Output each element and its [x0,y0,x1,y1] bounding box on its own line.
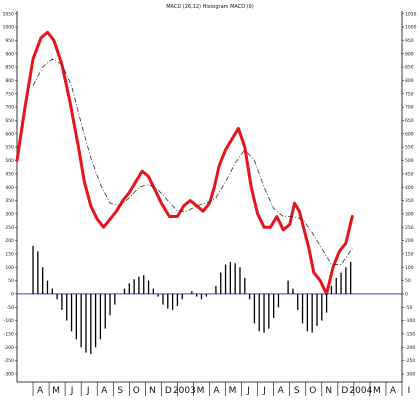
right-y-tick-label: 650 [405,118,414,124]
right-y-tick-label: 800 [405,78,414,84]
left-y-tick-label: 1000 [3,25,15,31]
right-y-tick-label: 400 [405,185,414,191]
x-tick-label: J [70,386,74,396]
x-tick-label: A [390,386,397,396]
right-y-tick-label: 550 [405,145,414,151]
right-y-tick-label: -200 [405,345,415,351]
x-tick-label: J [246,386,250,396]
left-y-tick-label: -200 [4,345,14,351]
x-tick-label: J [86,386,90,396]
left-y-tick-label: 600 [5,131,14,137]
left-y-tick-label: 550 [5,145,14,151]
right-y-tick-label: -150 [405,332,415,338]
left-y-tick-label: 500 [5,158,14,164]
plot-area [15,30,402,354]
x-tick-label: 2004 [349,386,372,396]
right-y-tick-label: 850 [405,65,414,71]
left-y-tick-label: 650 [5,118,14,124]
left-y-tick-label: 450 [5,171,14,177]
right-y-tick-label: 950 [405,38,414,44]
right-y-tick-label: 450 [405,171,414,177]
right-y-tick-label: 750 [405,91,414,97]
left-y-tick-label: 250 [5,225,14,231]
right-y-axis: 1050100095090085080075070065060055050045… [401,11,417,382]
right-y-tick-label: 700 [405,105,414,111]
left-y-tick-label: 950 [5,38,14,44]
right-y-tick-label: 200 [405,238,414,244]
x-tick-label: I [408,386,411,396]
left-y-tick-label: 750 [5,91,14,97]
x-tick-label: D [165,386,172,396]
right-y-tick-label: 50 [405,278,411,284]
right-y-tick-label: -50 [405,305,412,311]
x-tick-label: A [101,386,108,396]
x-tick-label: A [278,386,285,396]
right-y-tick-label: 150 [405,251,414,257]
x-tick-label: M [52,386,60,396]
left-y-tick-label: 850 [5,65,14,71]
right-y-tick-label: 600 [405,131,414,137]
x-tick-label: 2003 [173,386,196,396]
left-y-tick-label: 800 [5,78,14,84]
x-tick-label: O [133,386,140,396]
x-tick-label: A [213,386,220,396]
right-y-tick-label: 250 [405,225,414,231]
histogram-series [32,245,352,354]
left-y-tick-label: 350 [5,198,14,204]
left-y-tick-label: 900 [5,51,14,57]
left-y-axis: 1050100095090085080075070065060055050045… [3,11,18,382]
left-y-tick-label: 300 [5,211,14,217]
left-y-tick-label: 700 [5,105,14,111]
right-y-tick-label: -300 [405,372,415,378]
x-tick-label: N [149,386,156,396]
x-tick-label: D [341,386,348,396]
macd-line [15,30,354,296]
signal-line [32,58,353,265]
left-y-tick-label: -100 [4,318,14,324]
right-y-tick-label: 1050 [405,11,417,17]
left-y-tick-label: 1050 [3,11,15,17]
x-tick-label: M [373,386,381,396]
left-y-tick-label: -150 [4,332,14,338]
x-tick-label: M [197,386,205,396]
x-tick-label: N [325,386,332,396]
x-tick-label: J [262,386,266,396]
x-tick-label: S [117,386,123,396]
right-y-tick-label: 500 [405,158,414,164]
right-y-tick-label: -100 [405,318,415,324]
right-y-tick-label: -250 [405,358,415,364]
right-y-tick-label: 1000 [405,25,417,31]
left-y-tick-label: 150 [5,251,14,257]
right-y-tick-label: 900 [405,51,414,57]
left-y-tick-label: -300 [4,372,14,378]
right-y-tick-label: 300 [405,211,414,217]
left-y-tick-label: 100 [5,265,14,271]
left-y-tick-label: 200 [5,238,14,244]
right-y-tick-label: 100 [405,265,414,271]
x-tick-label: M [229,386,237,396]
left-y-tick-label: -250 [4,358,14,364]
left-y-tick-label: 400 [5,185,14,191]
x-tick-label: A [37,386,44,396]
right-y-tick-label: 350 [405,198,414,204]
x-axis: A M J J A S O N D 2003 M A M J J A S O N D 2004 M A I [17,381,411,396]
left-y-tick-label: 0 [11,292,14,298]
left-y-tick-label: 50 [8,278,14,284]
chart-title: MACD (26,12) Histogram MACD (9) [166,4,254,10]
x-tick-label: S [294,386,300,396]
left-y-tick-label: -50 [7,305,14,311]
x-tick-label: O [309,386,316,396]
right-y-tick-label: 0 [405,292,408,298]
